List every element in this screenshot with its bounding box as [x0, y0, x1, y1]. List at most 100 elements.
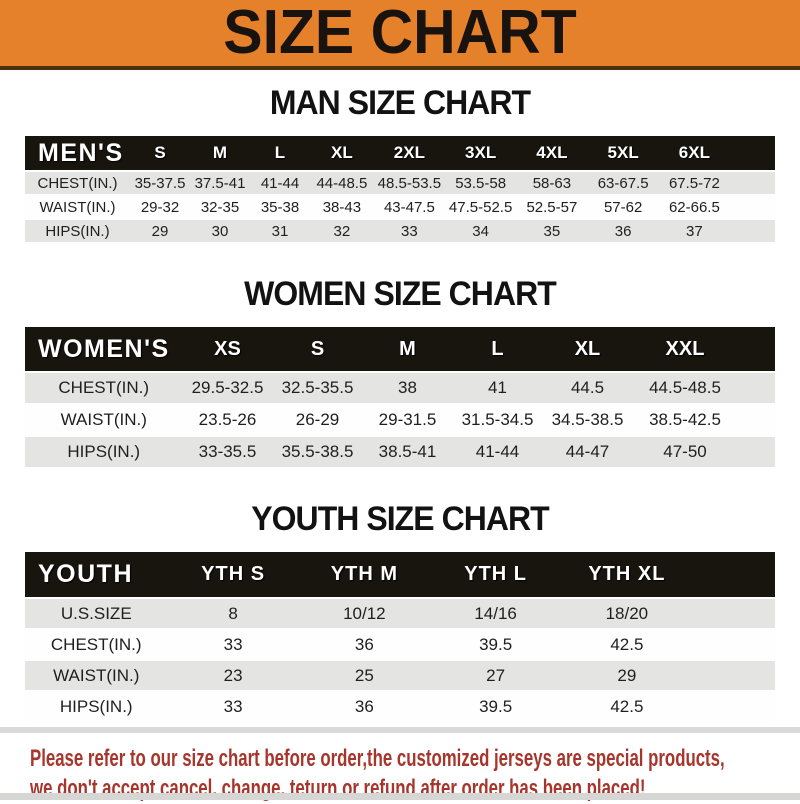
column-header: XXL: [632, 327, 738, 371]
size-value: 32: [310, 220, 374, 242]
header-spacer: [692, 552, 775, 597]
header-row: MEN'S S M L XL 2XL 3XL 4XL 5XL 6XL: [25, 136, 775, 170]
size-value: 67.5-72: [658, 172, 730, 194]
row-spacer: [730, 172, 775, 194]
size-value: 39.5: [430, 630, 562, 659]
size-value: 33: [167, 692, 299, 721]
size-value: 29-31.5: [362, 405, 453, 435]
youth-size-section: YOUTH SIZE CHART YOUTH YTH S YTH M YTH L YTH…: [0, 501, 800, 723]
banner: SIZE CHART: [0, 0, 800, 70]
size-value: 42.5: [561, 692, 693, 721]
women-size-table: WOMEN'S XS S M L XL XXL CHEST(IN.) 29.5-32.5 32.5…: [25, 325, 775, 469]
header-row: WOMEN'S XS S M L XL XXL: [25, 327, 775, 371]
column-header: YTH S: [167, 552, 299, 597]
column-header: 5XL: [587, 136, 659, 170]
size-value: 31: [250, 220, 310, 242]
row-label: HIPS(IN.): [25, 692, 168, 721]
table-row: CHEST(IN.) 33 36 39.5 42.5: [25, 630, 775, 659]
size-value: 44-48.5: [310, 172, 374, 194]
column-header: 3XL: [445, 136, 517, 170]
men-size-section: MAN SIZE CHART MEN'S S M L XL 2XL 3XL 4XL 5XL 6XL…: [0, 85, 800, 244]
size-value: 37.5-41: [190, 172, 250, 194]
size-value: 29: [130, 220, 190, 242]
size-value: 23.5-26: [182, 405, 273, 435]
size-value: 36: [587, 220, 659, 242]
size-value: 38: [362, 373, 453, 403]
column-header: YTH M: [298, 552, 430, 597]
size-value: 34.5-38.5: [542, 405, 633, 435]
row-label: HIPS(IN.): [25, 437, 183, 467]
column-header: 2XL: [373, 136, 445, 170]
row-label: U.S.SIZE: [25, 599, 168, 628]
divider-strip: [0, 727, 800, 733]
table-row: CHEST(IN.) 35-37.5 37.5-41 41-44 44-48.5 48.5…: [25, 172, 775, 194]
column-header: XS: [182, 327, 273, 371]
youth-section-heading: YOUTH SIZE CHART: [251, 500, 549, 538]
size-value: 57-62: [587, 196, 659, 218]
table-row: HIPS(IN.) 33 36 39.5 42.5: [25, 692, 775, 721]
size-value: 53.5-58: [445, 172, 517, 194]
column-header: L: [250, 136, 310, 170]
row-spacer: [730, 196, 775, 218]
table-corner-label: WOMEN'S: [25, 327, 183, 371]
row-label: HIPS(IN.): [25, 220, 130, 242]
men-section-heading: MAN SIZE CHART: [269, 84, 531, 122]
size-value: 26-29: [272, 405, 363, 435]
size-value: 58-63: [516, 172, 588, 194]
column-header: 4XL: [516, 136, 588, 170]
banner-title: SIZE CHART: [223, 0, 577, 67]
size-value: 44-47: [542, 437, 633, 467]
row-label: WAIST(IN.): [25, 661, 168, 690]
row-spacer: [692, 630, 775, 659]
row-spacer: [737, 405, 775, 435]
row-spacer: [692, 599, 775, 628]
size-value: 25: [298, 661, 430, 690]
size-value: 44.5-48.5: [632, 373, 738, 403]
column-header: M: [362, 327, 453, 371]
table-row: WAIST(IN.) 29-32 32-35 35-38 38-43 43-47.5 47.…: [25, 196, 775, 218]
size-value: 32.5-35.5: [272, 373, 363, 403]
size-value: 8: [167, 599, 299, 628]
column-header: S: [272, 327, 363, 371]
men-size-table: MEN'S S M L XL 2XL 3XL 4XL 5XL 6XL CHEST(IN.) 35-37…: [25, 134, 775, 244]
size-value: 27: [430, 661, 562, 690]
column-header: XL: [542, 327, 633, 371]
size-value: 35: [516, 220, 588, 242]
row-label: CHEST(IN.): [25, 630, 168, 659]
row-spacer: [737, 437, 775, 467]
size-value: 29-32: [130, 196, 190, 218]
size-value: 10/12: [298, 599, 430, 628]
row-spacer: [730, 220, 775, 242]
column-header: YTH L: [430, 552, 562, 597]
size-value: 41-44: [452, 437, 543, 467]
size-value: 39.5: [430, 692, 562, 721]
column-header: M: [190, 136, 250, 170]
youth-size-table: YOUTH YTH S YTH M YTH L YTH XL U.S.SIZE 8 10/12…: [25, 550, 775, 723]
footer-line-1: Please refer to our size chart before or…: [30, 745, 725, 772]
size-value: 44.5: [542, 373, 633, 403]
header-row: YOUTH YTH S YTH M YTH L YTH XL: [25, 552, 775, 597]
size-value: 52.5-57: [516, 196, 588, 218]
size-value: 63-67.5: [587, 172, 659, 194]
table-row: WAIST(IN.) 23 25 27 29: [25, 661, 775, 690]
size-value: 42.5: [561, 630, 693, 659]
table-row: U.S.SIZE 8 10/12 14/16 18/20: [25, 599, 775, 628]
table-row: CHEST(IN.) 29.5-32.5 32.5-35.5 38 41 44.5 44.5…: [25, 373, 775, 403]
size-value: 33: [373, 220, 445, 242]
size-value: 34: [445, 220, 517, 242]
table-row: WAIST(IN.) 23.5-26 26-29 29-31.5 31.5-34.5 34…: [25, 405, 775, 435]
women-size-section: WOMEN SIZE CHART WOMEN'S XS S M L XL XXL CHEST(…: [0, 276, 800, 469]
table-corner-label: YOUTH: [25, 552, 168, 597]
row-label: CHEST(IN.): [25, 172, 130, 194]
table-row: HIPS(IN.) 29 30 31 32 33 34 35 36 37: [25, 220, 775, 242]
size-value: 14/16: [430, 599, 562, 628]
size-value: 29.5-32.5: [182, 373, 273, 403]
row-label: WAIST(IN.): [25, 405, 183, 435]
table-corner-label: MEN'S: [25, 136, 130, 170]
size-value: 23: [167, 661, 299, 690]
row-label: CHEST(IN.): [25, 373, 183, 403]
size-value: 30: [190, 220, 250, 242]
column-header: L: [452, 327, 543, 371]
header-spacer: [730, 136, 775, 170]
